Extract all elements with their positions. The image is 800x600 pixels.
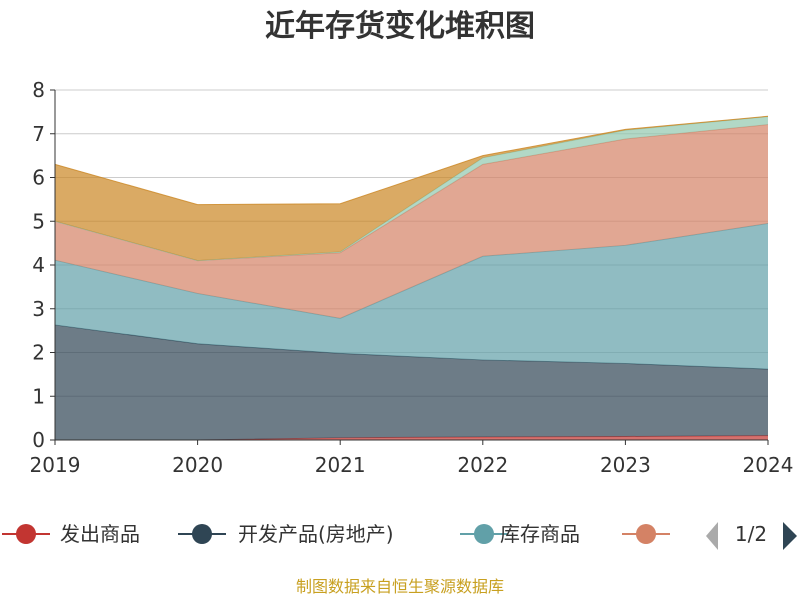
- y-tick-label: 4: [32, 253, 45, 277]
- legend-label: 开发产品(房地产): [238, 522, 394, 546]
- pager-next-icon[interactable]: [783, 522, 797, 550]
- x-tick-label: 2024: [743, 453, 794, 477]
- series-line-2: [54, 324, 769, 370]
- footer-source: 制图数据来自恒生聚源数据库: [296, 577, 504, 596]
- area-series-2: [55, 324, 768, 440]
- area-series-5: [55, 116, 768, 261]
- pager-prev-icon[interactable]: [706, 522, 718, 550]
- axes: 0 1 2 3 4 5 6 7 8 2019 2020 2021 2022 2023 2024: [30, 78, 794, 477]
- legend-item-1[interactable]: 发出商品: [2, 522, 140, 546]
- legend-pager: 1/2: [706, 522, 797, 550]
- area-series-3: [55, 223, 768, 370]
- legend: 发出商品 开发产品(房地产) 库存商品 1/2: [2, 522, 797, 550]
- y-tick-label: 6: [32, 166, 45, 190]
- legend-marker: [192, 524, 212, 544]
- chart-title: 近年存货变化堆积图: [265, 9, 535, 44]
- y-tick-label: 7: [32, 122, 45, 146]
- legend-marker: [636, 524, 656, 544]
- series-line-6: [54, 115, 769, 206]
- legend-label: 库存商品: [500, 522, 580, 546]
- legend-item-4[interactable]: [622, 524, 670, 544]
- area-series-6: [55, 116, 768, 261]
- area-series-4: [55, 124, 768, 319]
- legend-marker: [16, 524, 36, 544]
- legend-item-2[interactable]: 开发产品(房地产): [178, 522, 394, 546]
- pager-label: 1/2: [735, 522, 767, 546]
- legend-marker: [474, 524, 494, 544]
- y-tick-label: 5: [32, 209, 45, 233]
- x-tick-label: 2019: [30, 453, 81, 477]
- area-series: [54, 115, 769, 441]
- x-tick-label: 2020: [172, 453, 223, 477]
- x-tick-label: 2022: [457, 453, 508, 477]
- x-tick-label: 2023: [600, 453, 651, 477]
- y-tick-label: 2: [32, 341, 45, 365]
- y-tick-label: 1: [32, 384, 45, 408]
- legend-label: 发出商品: [60, 522, 140, 546]
- x-tick-label: 2021: [315, 453, 366, 477]
- legend-item-3[interactable]: 库存商品: [460, 522, 580, 546]
- y-tick-label: 8: [32, 78, 45, 102]
- series-line-5: [54, 116, 769, 262]
- y-tick-label: 3: [32, 297, 45, 321]
- y-tick-label: 0: [32, 428, 45, 452]
